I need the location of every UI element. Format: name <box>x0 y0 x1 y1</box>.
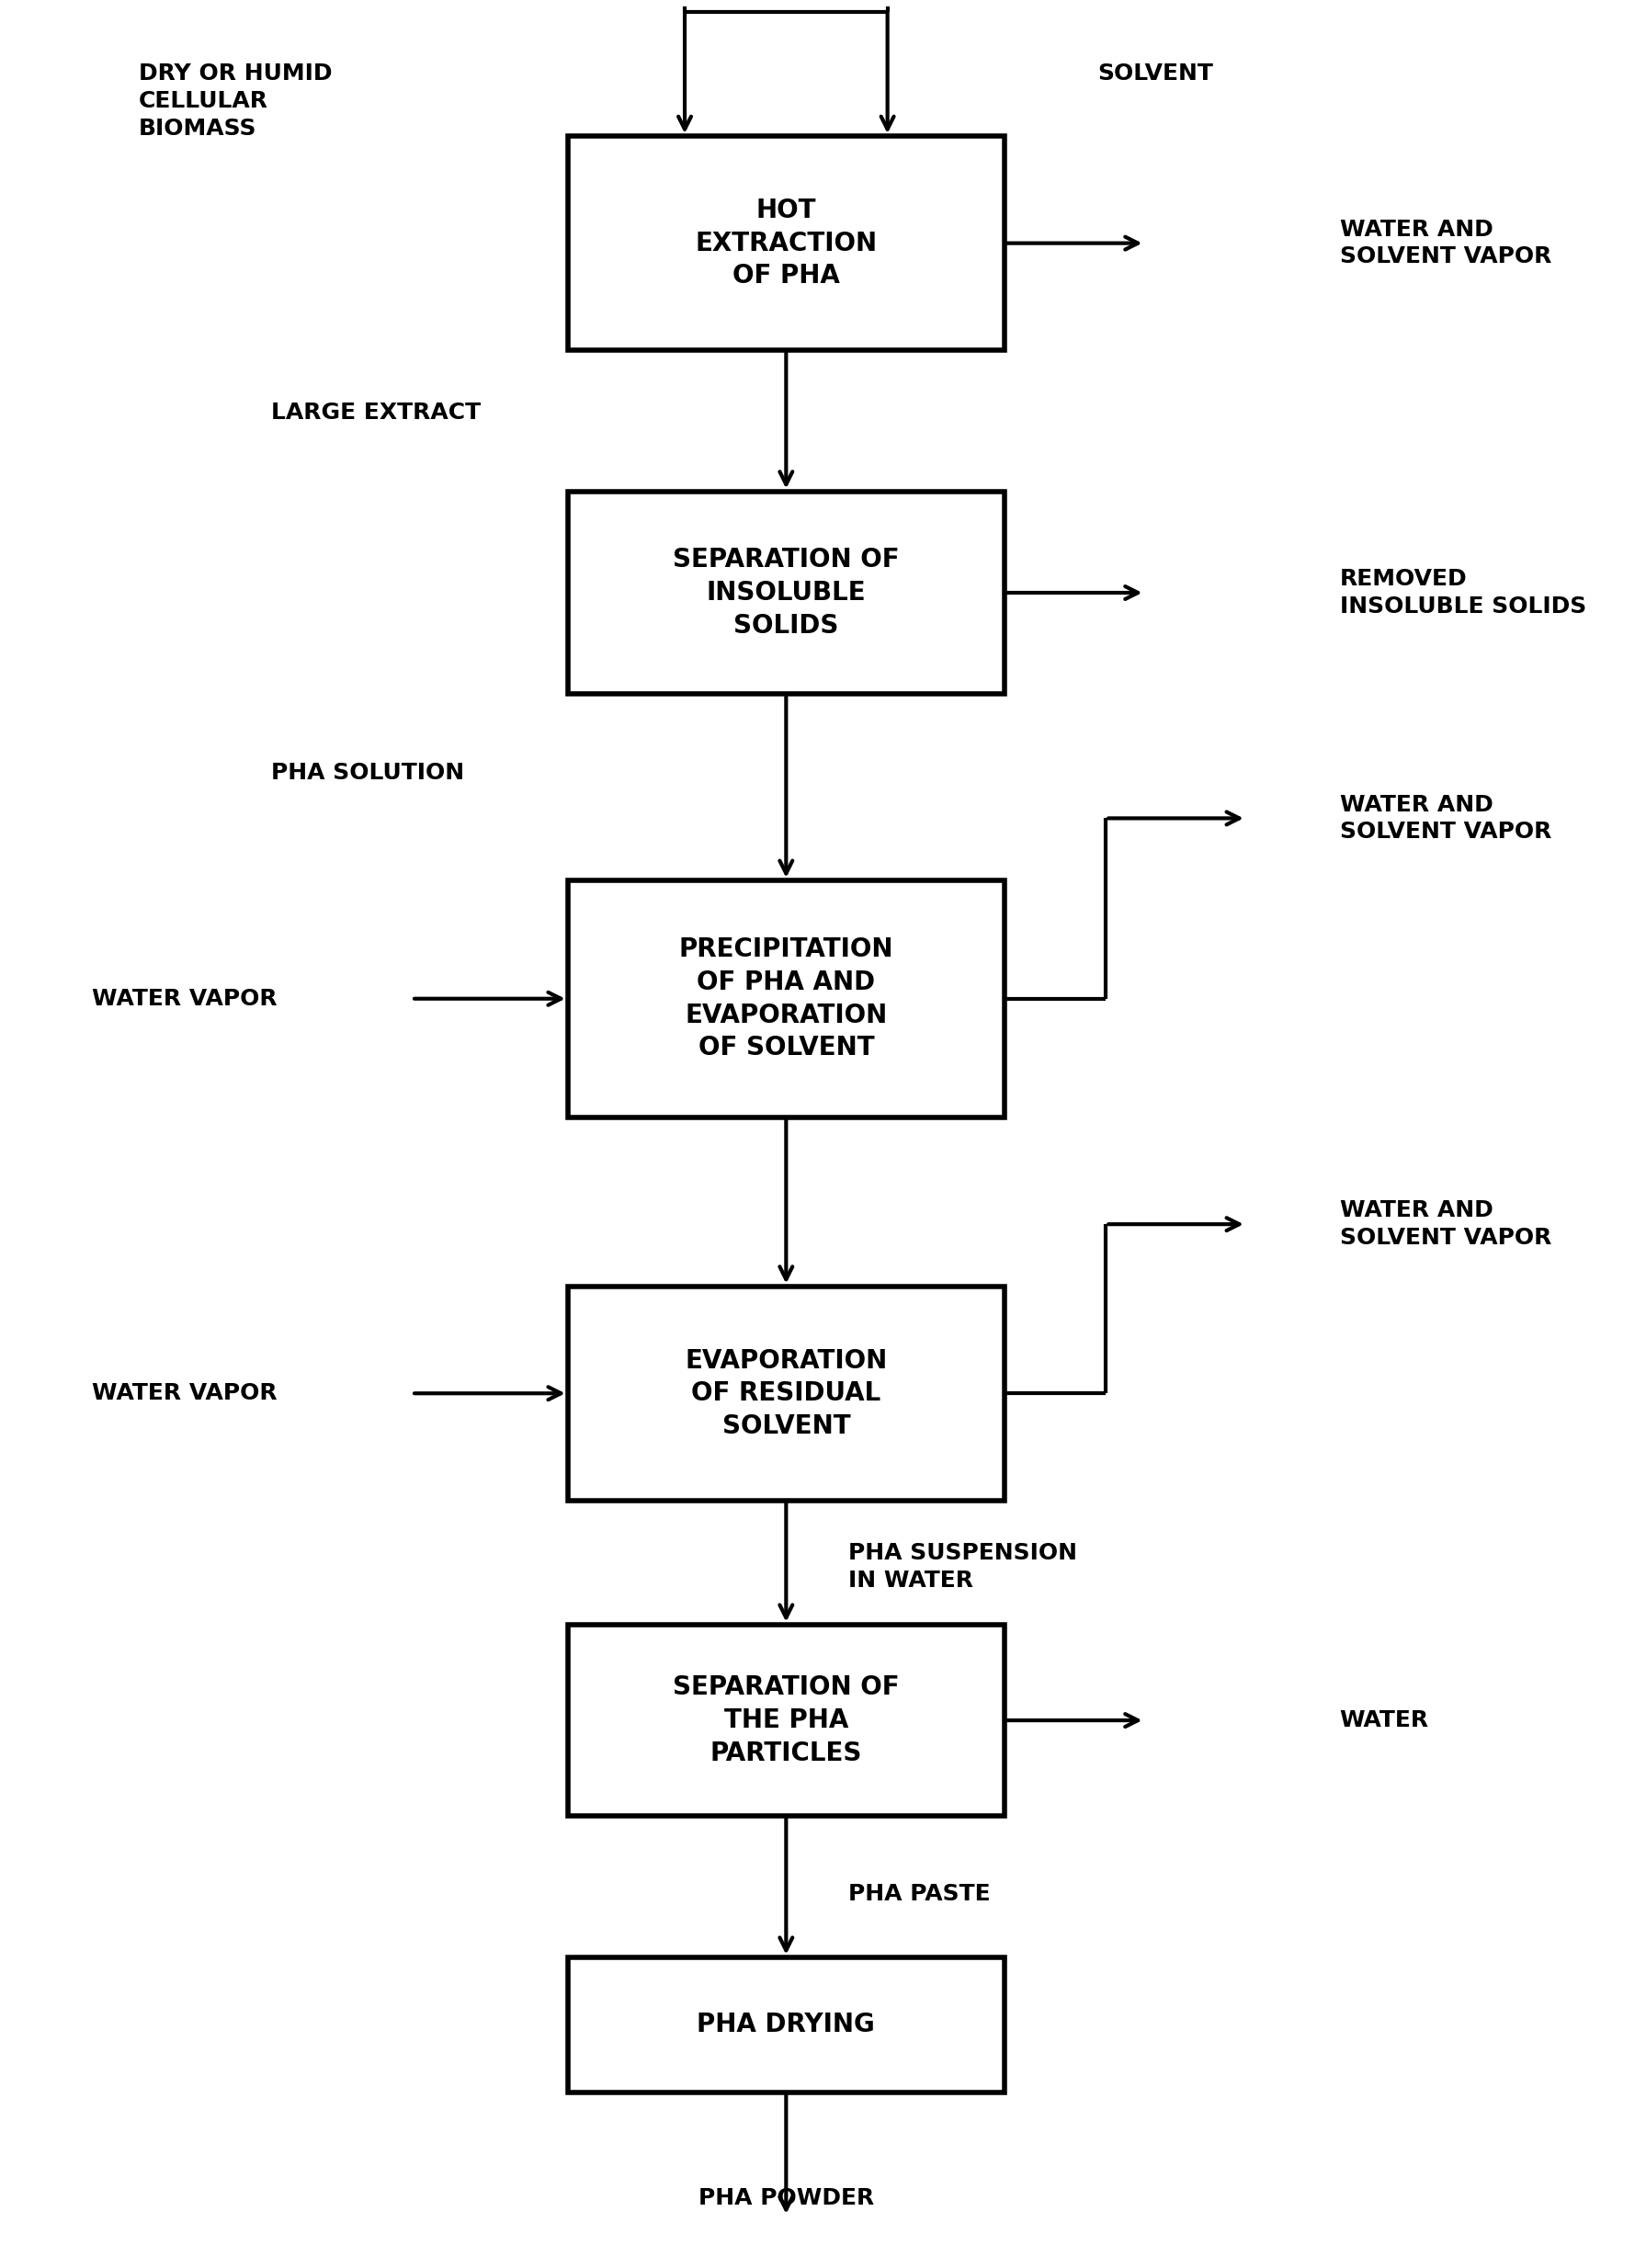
Bar <box>567 492 1004 694</box>
Text: HOT
EXTRACTION
OF PHA: HOT EXTRACTION OF PHA <box>695 197 876 288</box>
Text: WATER AND
SOLVENT VAPOR: WATER AND SOLVENT VAPOR <box>1339 794 1552 844</box>
Text: SEPARATION OF
THE PHA
PARTICLES: SEPARATION OF THE PHA PARTICLES <box>672 1674 899 1767</box>
Text: WATER VAPOR: WATER VAPOR <box>92 987 278 1009</box>
Bar <box>567 1957 1004 2093</box>
Text: DRY OR HUMID
CELLULAR
BIOMASS: DRY OR HUMID CELLULAR BIOMASS <box>139 64 332 138</box>
Text: WATER: WATER <box>1339 1710 1429 1730</box>
Bar <box>567 880 1004 1118</box>
Text: PHA POWDER: PHA POWDER <box>698 2186 875 2209</box>
Text: WATER VAPOR: WATER VAPOR <box>92 1381 278 1404</box>
Bar <box>567 1624 1004 1817</box>
Text: PHA SUSPENSION
IN WATER: PHA SUSPENSION IN WATER <box>849 1542 1077 1592</box>
Bar <box>567 136 1004 349</box>
Text: SEPARATION OF
INSOLUBLE
SOLIDS: SEPARATION OF INSOLUBLE SOLIDS <box>672 547 899 637</box>
Text: WATER AND
SOLVENT VAPOR: WATER AND SOLVENT VAPOR <box>1339 218 1552 268</box>
Text: PHA DRYING: PHA DRYING <box>697 2012 875 2037</box>
Text: EVAPORATION
OF RESIDUAL
SOLVENT: EVAPORATION OF RESIDUAL SOLVENT <box>685 1347 888 1438</box>
Text: SOLVENT: SOLVENT <box>1099 64 1213 84</box>
Bar <box>567 1286 1004 1501</box>
Text: REMOVED
INSOLUBLE SOLIDS: REMOVED INSOLUBLE SOLIDS <box>1339 567 1586 617</box>
Text: PHA SOLUTION: PHA SOLUTION <box>271 762 464 785</box>
Text: WATER AND
SOLVENT VAPOR: WATER AND SOLVENT VAPOR <box>1339 1200 1552 1250</box>
Text: PRECIPITATION
OF PHA AND
EVAPORATION
OF SOLVENT: PRECIPITATION OF PHA AND EVAPORATION OF … <box>679 937 893 1061</box>
Text: LARGE EXTRACT: LARGE EXTRACT <box>271 401 481 424</box>
Text: PHA PASTE: PHA PASTE <box>849 1882 991 1905</box>
